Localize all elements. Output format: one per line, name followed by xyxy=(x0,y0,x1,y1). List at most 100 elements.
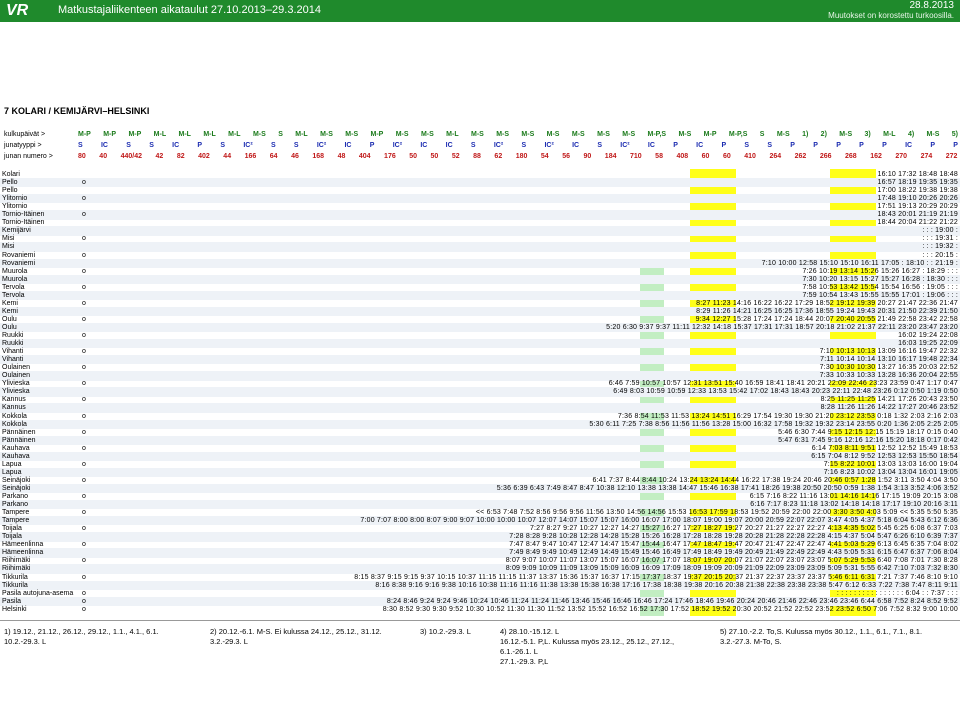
station-name: Helsinki xyxy=(2,605,27,613)
station-times: 6:46 7:59 10:57 10:57 12:31 13:51 15:40 … xyxy=(608,380,958,388)
station-name: Muurola xyxy=(2,275,28,283)
station-times: : : : 20:15 : xyxy=(922,251,958,259)
station-name: Pello xyxy=(2,179,18,187)
station-row: Helsinki o 8:30 8:52 9:30 9:30 9:52 10:30 … xyxy=(0,605,960,614)
train-number: 166 xyxy=(244,153,257,160)
station-times: 7:59 10:54 13:43 15:55 15:55 17:01 : 19:… xyxy=(802,291,958,299)
train-number: 40 xyxy=(99,153,108,160)
station-name: Kemi xyxy=(2,299,18,307)
train-number: 50 xyxy=(409,153,418,160)
arrival-marker: o xyxy=(82,251,86,259)
station-name: Ylivieska xyxy=(2,388,30,396)
day-code: M-L xyxy=(883,131,896,138)
day-code: 1) xyxy=(802,131,809,138)
day-code: 3) xyxy=(864,131,871,138)
train-number: 184 xyxy=(604,153,617,160)
station-row: Tampere o << 6:53 7:48 7:52 8:56 9:56 9:56… xyxy=(0,508,960,517)
station-row: Muurola o 7:26 10:19 13:14 15:26 15:26 16:… xyxy=(0,267,960,276)
station-times: 7:15 8:22 10:01 13:03 13:03 16:00 19:04 xyxy=(823,460,958,468)
station-name: Tervola xyxy=(2,291,25,299)
day-code: M-S xyxy=(320,131,333,138)
footnote-5: 5) 27.10.-2.2. To,S. Kulussa myös 30.12.… xyxy=(720,627,956,647)
station-row: Kokkola 5:30 6:11 7:25 7:38 8:56 11:56 11… xyxy=(0,419,960,429)
train-type-code: S xyxy=(767,142,773,149)
station-times: : : : 19:00 : xyxy=(922,227,958,235)
station-name: Pello xyxy=(2,187,18,195)
footnote-2b-line: 3.2.-29.3. L xyxy=(210,637,248,646)
arrival-marker: o xyxy=(82,211,86,219)
arrival-marker: o xyxy=(82,509,86,517)
station-times: 16:10 17:32 18:48 18:48 xyxy=(877,171,958,178)
day-code: M-S xyxy=(678,131,692,138)
train-number: 180 xyxy=(515,153,528,160)
station-times: 16:02 19:24 22:08 xyxy=(898,332,958,339)
station-row: Ylitornio o 17:48 19:10 20:26 20:26 xyxy=(0,194,960,204)
day-code: 4) xyxy=(907,131,915,138)
station-name: Pännäinen xyxy=(2,436,36,444)
train-type-code: P xyxy=(836,142,841,149)
station-name: Kolari xyxy=(2,171,20,178)
station-name: Vihanti xyxy=(2,348,24,356)
train-number: 262 xyxy=(794,153,807,160)
days-label: kulkupäivät > xyxy=(4,131,46,138)
station-times: 8:24 8:46 9:24 9:24 9:46 10:24 10:46 11:… xyxy=(386,597,958,605)
footnote-4: 4) 28.10.-15.12. L 16.12.-5.1. P,L. Kulu… xyxy=(500,627,674,667)
day-code: M-S xyxy=(622,131,636,138)
station-row: Oulainen o 7:30 10:30 10:30 13:27 16:35 20… xyxy=(0,363,960,372)
station-row: Kannus 8:28 11:26 11:26 14:22 17:27 20:46… xyxy=(0,403,960,413)
station-row: Seinäjoki 5:36 6:39 6:43 7:49 8:47 8:47 1… xyxy=(0,483,960,494)
station-row: Kemi 8:29 11:26 14:21 16:25 16:25 17:36 1… xyxy=(0,306,960,317)
arrival-marker: o xyxy=(82,348,86,356)
day-code: M-L xyxy=(228,131,241,138)
station-times: 7:16 8:23 10:02 13:04 13:04 16:01 19:05 xyxy=(823,468,958,476)
arrival-marker: o xyxy=(82,493,86,500)
station-row: Ruukki 16:03 19:25 22:09 xyxy=(0,339,960,349)
train-number: 46 xyxy=(291,153,299,160)
arrival-marker: o xyxy=(82,573,86,581)
station-row: Toijala o 7:27 8:27 9:27 10:27 12:27 14:27… xyxy=(0,524,960,533)
train-number: 90 xyxy=(583,153,592,160)
train-number: 48 xyxy=(337,153,346,160)
station-times: 8:07 9:07 10:07 11:07 13:07 15:07 16:07 … xyxy=(505,557,958,565)
station-name: Misi xyxy=(2,235,15,243)
station-times: 6:16 7:17 8:23 11:18 13:02 14:18 14:18 1… xyxy=(750,501,958,509)
train-type-code: IC² xyxy=(493,142,504,149)
train-type-code: IC xyxy=(344,142,352,149)
train-number: 268 xyxy=(845,153,857,160)
number-label: junan numero > xyxy=(4,153,53,160)
station-row: Pasila o 8:24 8:46 9:24 9:24 9:46 10:24 10… xyxy=(0,596,960,606)
arrival-marker: o xyxy=(82,364,86,372)
day-code: M-S xyxy=(839,131,853,138)
station-row: Hämeenlinna 7:49 8:49 9:49 10:49 12:49 14… xyxy=(0,548,960,558)
station-times: 6:15 7:04 8:12 9:52 12:53 12:53 15:50 18… xyxy=(811,452,958,460)
day-code: M-P xyxy=(128,131,142,138)
train-type-code: S xyxy=(744,142,750,149)
station-times: : : : : : : : : : : : : : : : : 6:04 : :… xyxy=(836,589,958,597)
station-name: Tampere xyxy=(2,509,30,517)
train-type-code: IC xyxy=(445,142,453,149)
station-times: 9:34 12:27 15:28 17:24 17:24 18:44 20:07… xyxy=(695,315,958,323)
train-type-code: P xyxy=(197,142,203,149)
station-row: Tornio-Itäinen o 18:43 20:01 21:19 21:19 xyxy=(0,210,960,220)
station-row: Misi: : : 19:32 : xyxy=(0,242,960,252)
train-number: 710 xyxy=(629,153,642,160)
station-row: Pännäinen o 5:46 6:30 7:44 9:15 12:15 12:1… xyxy=(0,428,960,437)
train-type-code: IC xyxy=(572,142,580,149)
station-name: Pännäinen xyxy=(2,428,36,436)
days-codes: M-P M-P M-P M-L M-L M-L M-L M-S S M-L M-S M-S M-P M-S… xyxy=(78,131,958,138)
station-name: Oulu xyxy=(2,323,17,331)
station-name: Kannus xyxy=(2,404,26,412)
footnote-4d-line: 27.1.-29.3. P,L xyxy=(500,657,549,666)
station-times: 6:15 7:16 8:22 11:16 13:01 14:16 14:16 1… xyxy=(749,493,958,500)
day-code: M-S xyxy=(395,131,409,138)
day-code: 2) xyxy=(820,131,827,138)
train-type-code: P xyxy=(930,142,936,149)
station-name: Tervola xyxy=(2,283,25,291)
station-row: Lapua 7:16 8:23 10:02 13:04 13:04 16:01 1… xyxy=(0,467,960,478)
station-name: Oulu xyxy=(2,315,17,323)
train-type-code: P xyxy=(882,142,887,149)
station-times: 7:33 10:33 10:33 13:28 16:36 20:04 22:55 xyxy=(819,372,958,380)
day-code: M-L xyxy=(153,131,167,138)
station-name: Tikkurila xyxy=(2,581,28,589)
train-type-code: S xyxy=(521,142,527,149)
